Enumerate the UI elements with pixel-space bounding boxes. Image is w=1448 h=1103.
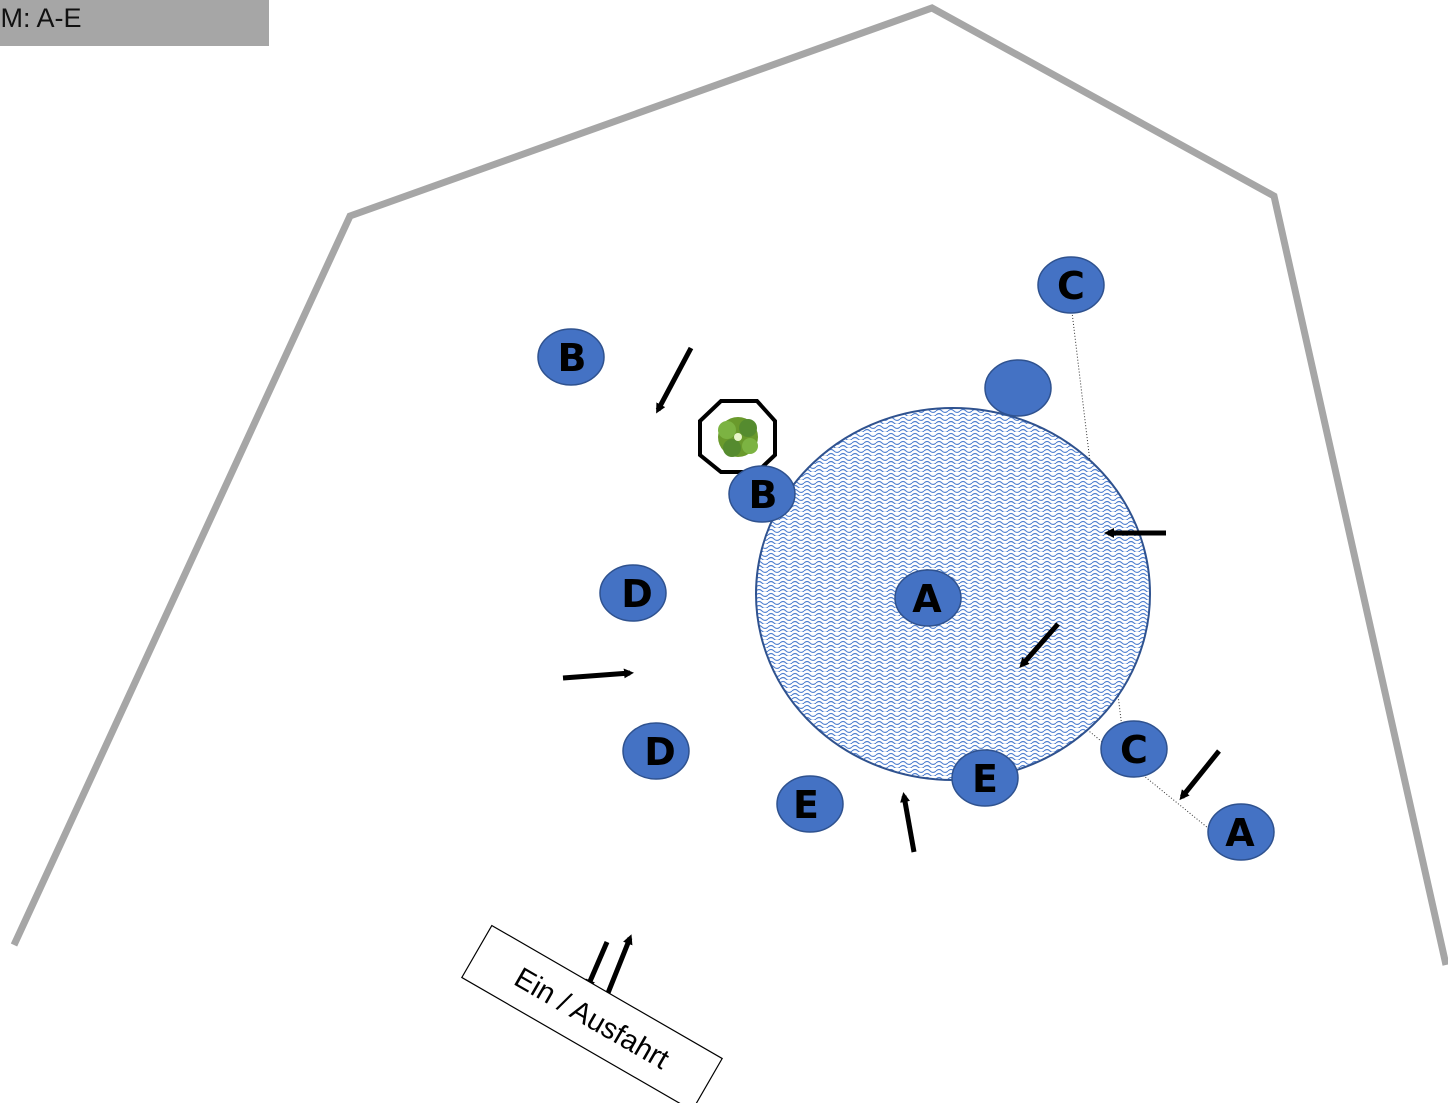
arrow-icon bbox=[900, 792, 917, 853]
dotted-line-c bbox=[1071, 311, 1123, 729]
marker-d-lower: D bbox=[622, 722, 690, 780]
marker-a-center-label: A bbox=[912, 577, 942, 621]
title-text: e M: A-E bbox=[0, 3, 82, 33]
marker-b-pond-label: B bbox=[749, 473, 778, 517]
tree-icon bbox=[698, 399, 777, 474]
marker-d-upper: D bbox=[599, 564, 667, 622]
marker-d-upper-label: D bbox=[621, 572, 653, 616]
arrow-icon bbox=[562, 668, 634, 681]
marker-unlabeled bbox=[984, 359, 1052, 417]
marker-e-left-label: E bbox=[793, 783, 819, 827]
arrow-icon bbox=[603, 934, 633, 999]
marker-e-pond: E bbox=[951, 749, 1019, 807]
arrow-icon bbox=[585, 941, 610, 990]
marker-b-pond: B bbox=[728, 465, 796, 523]
arrow-icon bbox=[1019, 622, 1060, 669]
marker-a-right-label: A bbox=[1225, 811, 1255, 855]
marker-c-lower-label: C bbox=[1120, 728, 1148, 772]
exit-label: Ein / Ausfahrt bbox=[460, 924, 724, 1103]
field-boundary bbox=[10, 4, 1448, 966]
marker-d-lower-label: D bbox=[644, 730, 676, 774]
marker-a-right: A bbox=[1207, 803, 1275, 861]
marker-a-center: A bbox=[894, 569, 962, 627]
arrow-icon bbox=[655, 346, 694, 414]
arrow-icon bbox=[1179, 749, 1221, 801]
title-banner: e M: A-E bbox=[0, 0, 269, 46]
marker-c-top: C bbox=[1037, 256, 1105, 314]
marker-e-left: E bbox=[776, 775, 844, 833]
marker-b-left: B bbox=[537, 328, 605, 386]
marker-c-lower: C bbox=[1100, 720, 1168, 778]
marker-e-pond-label: E bbox=[972, 757, 998, 801]
marker-b-left-label: B bbox=[558, 336, 587, 380]
marker-c-top-label: C bbox=[1057, 264, 1085, 308]
